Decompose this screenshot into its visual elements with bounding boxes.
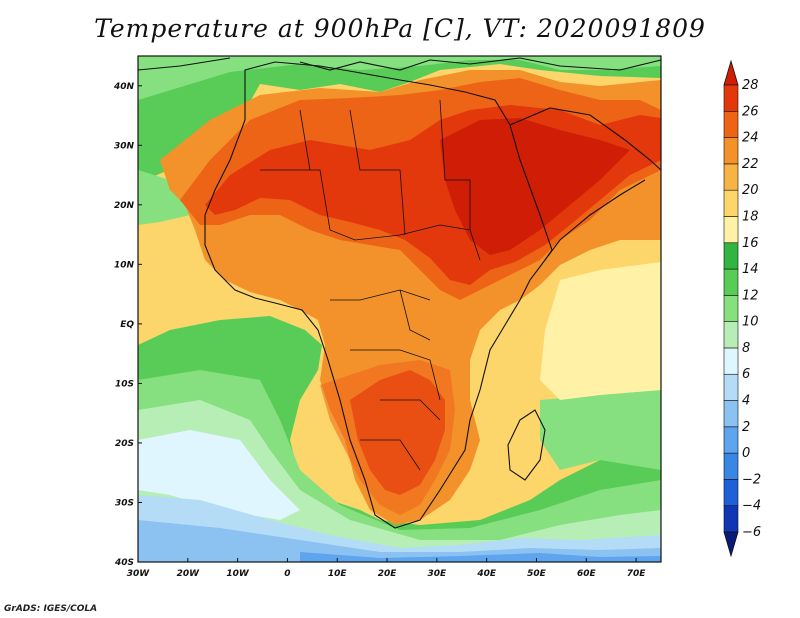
lon-label: 50E xyxy=(527,569,547,579)
colorbar-bin xyxy=(723,163,739,191)
lat-label: 10S xyxy=(115,379,134,389)
field-north-lightgreen xyxy=(138,56,661,100)
lat-label: 20S xyxy=(115,439,134,449)
colorbar-bin xyxy=(723,189,739,217)
colorbar-label: 12 xyxy=(742,288,759,303)
lon-label: 30W xyxy=(127,569,151,579)
map-frame xyxy=(137,55,662,563)
colorbar-bin xyxy=(723,110,739,138)
colorbar-label: 18 xyxy=(742,209,759,224)
colorbar-label: 24 xyxy=(742,131,759,146)
field-hot-southern-orange xyxy=(320,360,455,515)
colorbar-bin xyxy=(723,426,739,454)
colorbar-bin xyxy=(723,216,739,244)
lon-label: 20E xyxy=(378,569,398,579)
colorbar-bin xyxy=(723,295,739,322)
lon-label: 40E xyxy=(476,569,497,579)
colorbar-bin xyxy=(723,505,739,533)
field-hot-arabia xyxy=(440,118,630,255)
europe-coastline xyxy=(137,57,662,71)
colorbar-bin xyxy=(723,452,739,480)
colorbar-bin xyxy=(723,268,739,296)
colorbar-top-extension xyxy=(723,59,739,86)
colorbar-label: −6 xyxy=(742,525,761,540)
colorbar-bin xyxy=(723,400,739,428)
lat-label: 30N xyxy=(114,141,135,151)
temperature-field xyxy=(138,56,661,562)
africa-coastline xyxy=(204,61,553,529)
lat-label: 20N xyxy=(114,201,135,211)
field-south-blue xyxy=(138,520,661,562)
madagascar-coastline xyxy=(507,409,546,481)
lon-label: 70E xyxy=(627,569,647,579)
colorbar-bin xyxy=(723,137,739,165)
field-atlantic-green xyxy=(138,170,200,225)
grads-credit: GrADS: IGES/COLA xyxy=(4,604,98,614)
colorbar-bin xyxy=(723,84,739,112)
lat-label: 30S xyxy=(115,498,134,508)
colorbar-label: 6 xyxy=(742,367,750,382)
field-indian-green xyxy=(540,390,661,470)
colorbar-label: 20 xyxy=(742,183,759,198)
colorbar-label: 2 xyxy=(742,420,750,435)
field-indian-yellow xyxy=(540,262,661,400)
colorbar-bin xyxy=(723,373,739,401)
map-title: Temperature at 900hPa [C], VT: 202009180… xyxy=(94,14,706,43)
colorbar-bin xyxy=(723,242,739,270)
colorbar-label: 28 xyxy=(742,78,759,93)
colorbar-bin xyxy=(723,347,739,375)
lat-label: 40N xyxy=(113,82,135,92)
lon-label: 10W xyxy=(226,569,250,579)
field-south-midblue xyxy=(300,552,661,562)
colorbar-label: −4 xyxy=(742,499,761,514)
colorbar-label: 4 xyxy=(742,394,750,409)
field-south-cyan xyxy=(138,430,300,520)
colorbar-label: 8 xyxy=(742,341,750,356)
colorbar-label: 22 xyxy=(742,157,759,172)
lon-label: 10E xyxy=(328,569,348,579)
colorbar-bin xyxy=(723,479,739,507)
lon-label: 20W xyxy=(177,569,201,579)
lat-label: 40S xyxy=(114,558,134,568)
colorbar-bottom-extension xyxy=(723,531,739,558)
colorbar-label: 10 xyxy=(742,315,759,330)
arabia-coastline xyxy=(509,107,662,261)
colorbar-label: 0 xyxy=(742,446,750,461)
colorbar-bin xyxy=(723,321,739,349)
lon-label: 60E xyxy=(577,569,597,579)
colorbar-label: −2 xyxy=(742,472,761,487)
lat-label: EQ xyxy=(120,320,134,330)
coastlines xyxy=(137,57,662,529)
lat-label: 10N xyxy=(114,260,135,270)
country-borders xyxy=(260,99,481,471)
colorbar-label: 16 xyxy=(742,236,759,251)
colorbar-label: 14 xyxy=(742,262,759,277)
lon-label: 30E xyxy=(428,569,448,579)
colorbar-label: 26 xyxy=(742,104,759,119)
lon-label: 0 xyxy=(284,569,290,579)
